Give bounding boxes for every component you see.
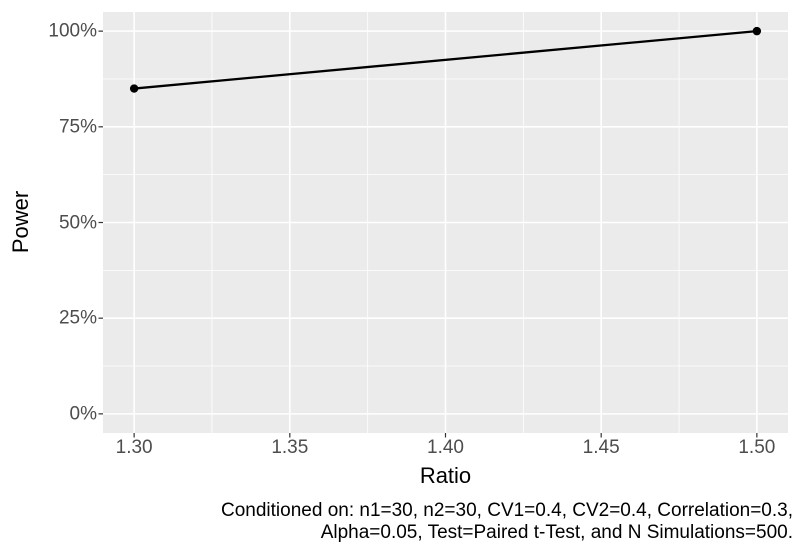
x-tick-label: 1.30 xyxy=(115,437,153,458)
data-line xyxy=(134,29,757,90)
y-tick-label: 25% xyxy=(58,307,97,329)
x-axis-title: Ratio xyxy=(419,463,472,488)
data-point xyxy=(129,84,139,93)
plot-caption: Conditioned on: n1=30, n2=30, CV1=0.4, C… xyxy=(221,500,793,544)
y-tick-label: 100% xyxy=(48,20,97,42)
caption-line-2: Alpha=0.05, Test=Paired t-Test, and N Si… xyxy=(320,522,793,543)
x-tick-label: 1.45 xyxy=(582,437,620,458)
x-tick-label: 1.50 xyxy=(738,437,776,458)
y-tick-label: 75% xyxy=(58,116,97,138)
y-axis-title: Power xyxy=(8,190,33,254)
caption-line-1: Conditioned on: n1=30, n2=30, CV1=0.4, C… xyxy=(221,500,793,521)
x-tick-label: 1.40 xyxy=(427,437,464,458)
x-tick-label: 1.35 xyxy=(271,437,309,458)
y-tick-label: 50% xyxy=(58,212,97,233)
y-tick-label: 0% xyxy=(69,403,97,425)
data-point xyxy=(752,26,762,36)
